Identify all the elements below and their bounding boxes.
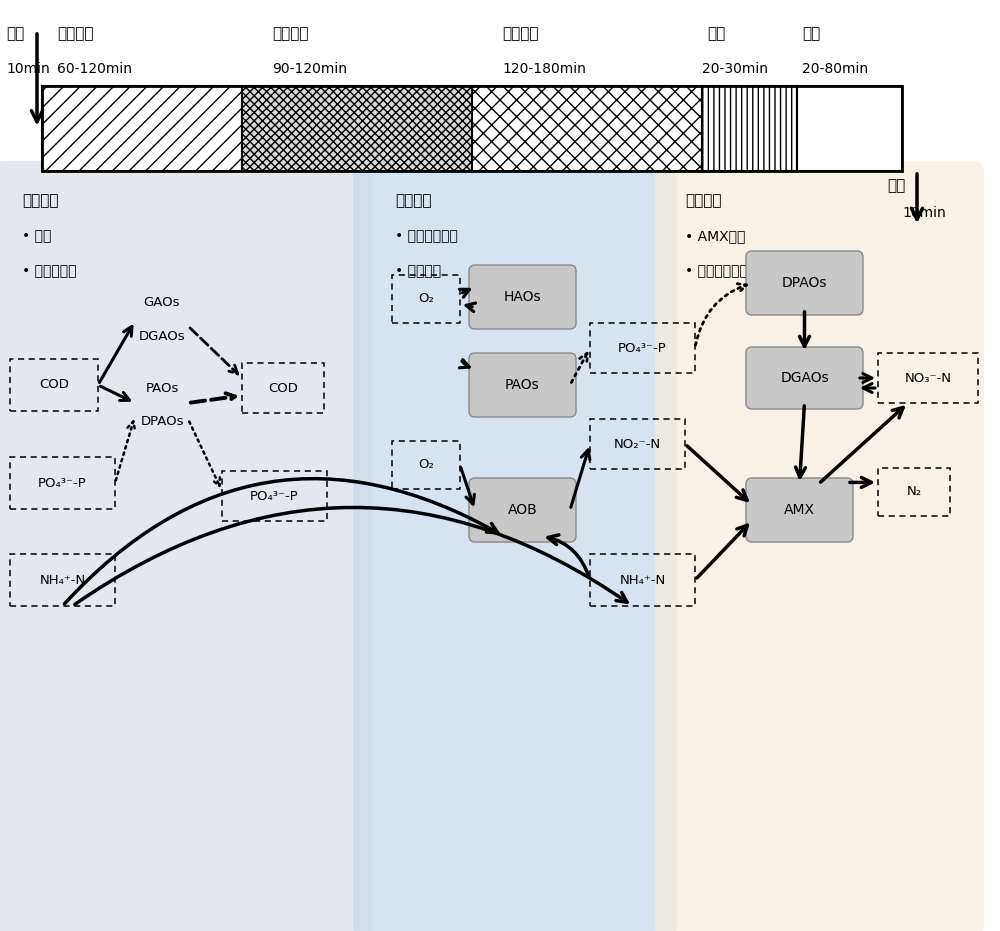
Bar [878,353,978,403]
Text: PO₄³⁻-P: PO₄³⁻-P [618,342,667,355]
Text: 好氧阶段: 好氧阶段 [395,194,432,209]
Text: 90-120min: 90-120min [272,62,347,76]
FancyBboxPatch shape [746,251,863,315]
Text: 厌氧阶段: 厌氧阶段 [22,194,58,209]
Text: 120-180min: 120-180min [502,62,586,76]
Text: COD: COD [39,379,69,392]
Text: • 释磷: • 释磷 [22,229,51,243]
Text: COD: COD [268,382,298,395]
Bar [242,86,472,171]
Text: DGAOs: DGAOs [139,330,185,343]
Bar [10,457,115,509]
Bar [392,441,460,489]
Text: 20-30min: 20-30min [702,62,768,76]
FancyBboxPatch shape [469,353,576,417]
Text: NH₄⁺-N: NH₄⁺-N [619,573,666,587]
Text: 10min: 10min [902,206,946,220]
Text: 厌氧搅拌: 厌氧搅拌 [57,26,94,41]
Text: 沉淀: 沉淀 [707,26,725,41]
Text: GAOs: GAOs [144,296,180,309]
Text: PO₄³⁻-P: PO₄³⁻-P [250,490,299,503]
Text: DGAOs: DGAOs [780,371,829,385]
Text: 闲置: 闲置 [802,26,820,41]
Text: • 内源短程反硝化除磷: • 内源短程反硝化除磷 [685,264,773,278]
FancyBboxPatch shape [353,161,677,931]
Text: DPAOs: DPAOs [782,276,827,290]
FancyBboxPatch shape [469,478,576,542]
Text: • 储存内碳源: • 储存内碳源 [22,264,76,278]
Text: 缺氧搅拌: 缺氧搅拌 [502,26,538,41]
FancyBboxPatch shape [655,161,984,931]
Text: 进水: 进水 [6,26,24,41]
Bar [472,86,702,171]
Bar [797,86,902,171]
Bar [222,471,327,521]
Text: NO₃⁻-N: NO₃⁻-N [904,371,951,385]
Bar [242,363,324,413]
Bar [590,554,695,606]
Bar [590,323,695,373]
Text: O₂: O₂ [418,292,434,305]
Text: PAOs: PAOs [505,378,540,392]
Bar [392,275,460,323]
Text: HAOs: HAOs [504,290,541,304]
FancyBboxPatch shape [746,478,853,542]
FancyBboxPatch shape [746,347,863,409]
Text: 缺氧阶段: 缺氧阶段 [685,194,722,209]
Bar [10,359,98,411]
Text: PO₄³⁻-P: PO₄³⁻-P [38,477,87,490]
Text: AMX: AMX [784,503,815,517]
FancyBboxPatch shape [0,161,372,931]
Text: • 部分吸磷: • 部分吸磷 [395,264,441,278]
Bar [10,554,115,606]
Bar [590,419,685,469]
Text: O₂: O₂ [418,458,434,471]
Bar [42,86,242,171]
FancyBboxPatch shape [469,265,576,329]
Text: 好氧搅拌: 好氧搅拌 [272,26,308,41]
Text: AOB: AOB [508,503,537,517]
Text: 20-80min: 20-80min [802,62,868,76]
Bar [878,468,950,516]
Text: 10min: 10min [6,62,50,76]
Text: 排水: 排水 [887,179,905,194]
Text: NO₂⁻-N: NO₂⁻-N [614,438,661,451]
Text: NH₄⁺-N: NH₄⁺-N [39,573,86,587]
Text: PAOs: PAOs [145,383,179,396]
Text: • AMX脱氮: • AMX脱氮 [685,229,745,243]
Bar [702,86,797,171]
Text: N₂: N₂ [906,485,922,498]
Bar [42,86,902,171]
Text: DPAOs: DPAOs [140,414,184,427]
Text: • 部分短程硝化: • 部分短程硝化 [395,229,458,243]
Text: 60-120min: 60-120min [57,62,132,76]
